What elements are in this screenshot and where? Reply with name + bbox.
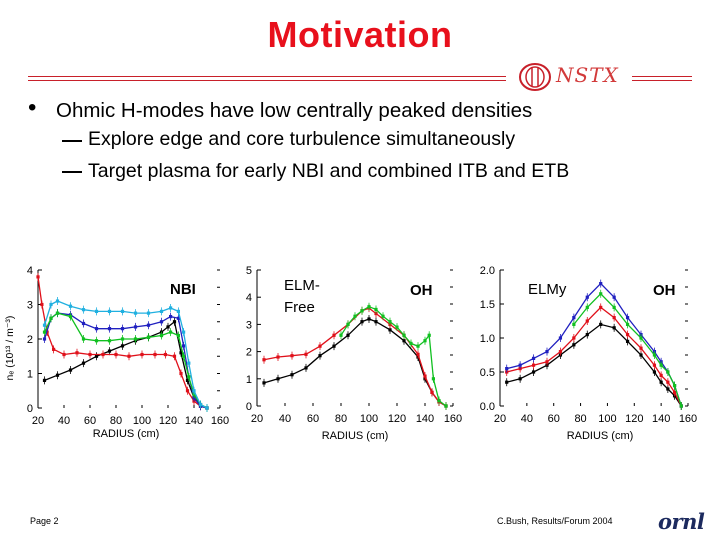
chart-1-annotation-nbi: NBI	[170, 281, 196, 298]
title-rule-right-2	[632, 80, 692, 81]
footer-credit: C.Bush, Results/Forum 2004	[497, 516, 613, 526]
series-line-black	[44, 320, 208, 409]
bullet-main: Ohmic H-modes have low centrally peaked …	[56, 99, 533, 122]
x-tick-label: 100	[133, 415, 151, 427]
chart-1: 0 1 2 3 4 20 40 60 80 100 120 140 160 nₑ (10¹³ / m⁻³…	[4, 265, 229, 440]
x-tick-label: 20	[251, 413, 263, 425]
x-tick-label: 80	[335, 413, 347, 425]
series-line-green	[573, 292, 682, 407]
ornl-logo: ornl	[658, 509, 705, 534]
x-tick-label: 120	[388, 413, 406, 425]
x-tick-label: 80	[110, 415, 122, 427]
y-tick-label: 0	[27, 403, 33, 415]
slide-title: Motivation	[267, 14, 453, 55]
chart-3-xlabel: RADIUS (cm)	[567, 430, 634, 442]
chart-1-xlabel: RADIUS (cm)	[93, 428, 160, 440]
x-tick-label: 20	[32, 415, 44, 427]
chart-3: 0.0 0.5 1.0 1.5 2.0 20 40 60 80 100 120 140 160 ELMy…	[480, 265, 697, 442]
chart-2-plot: 0 1 2 3 4 5 20 40 60 80 100 120 140 160	[246, 265, 462, 425]
chart-3-plot: 0.0 0.5 1.0 1.5 2.0 20 40 60 80 100 120 140 160	[480, 265, 697, 425]
bullet-dot-icon: •	[28, 94, 37, 121]
footer-page-number: Page 2	[30, 516, 59, 526]
series-line-green	[340, 305, 447, 407]
y-tick-label: 1	[27, 369, 33, 381]
dash-icon	[62, 171, 82, 173]
y-tick-label: 4	[27, 265, 33, 277]
y-tick-label: 4	[246, 292, 252, 304]
x-tick-label: 40	[521, 413, 533, 425]
chart-1-plot: 0 1 2 3 4 20 40 60 80 100 120 140 160	[27, 265, 229, 427]
x-tick-label: 20	[494, 413, 506, 425]
y-tick-label: 1.0	[480, 333, 495, 345]
nstx-logo-icon	[519, 63, 551, 91]
y-tick-label: 3	[27, 300, 33, 312]
x-tick-label: 100	[598, 413, 616, 425]
title-rule-right	[632, 76, 692, 77]
nstx-logo-text: NSTX	[556, 63, 619, 87]
chart-2-annotation-elm: ELM-	[284, 277, 320, 294]
x-tick-label: 160	[211, 415, 229, 427]
chart-2-annotation-oh: OH	[410, 282, 433, 299]
y-tick-label: 0.5	[480, 367, 495, 379]
chart-1-ylabel: nₑ (10¹³ / m⁻³)	[4, 316, 16, 381]
x-tick-label: 160	[679, 413, 697, 425]
y-tick-label: 1.5	[480, 299, 495, 311]
x-tick-label: 140	[416, 413, 434, 425]
title-rule-left	[28, 76, 506, 77]
y-tick-label: 2.0	[480, 265, 495, 277]
x-tick-label: 60	[548, 413, 560, 425]
x-tick-label: 140	[652, 413, 670, 425]
series-line-blue	[506, 282, 682, 407]
title-rule-left-2	[28, 80, 506, 81]
sub-bullet-2: Target plasma for early NBI and combined…	[88, 160, 570, 182]
dash-icon	[62, 140, 82, 142]
series-line-black	[506, 323, 682, 407]
x-tick-label: 100	[360, 413, 378, 425]
chart-3-annotation-oh: OH	[653, 282, 676, 299]
y-tick-label: 3	[246, 319, 252, 331]
y-tick-label: 2	[246, 347, 252, 359]
y-tick-label: 0	[246, 401, 252, 413]
x-tick-label: 80	[574, 413, 586, 425]
x-tick-label: 140	[185, 415, 203, 427]
series-line-black	[263, 318, 447, 407]
sub-bullet-1: Explore edge and core turbulence simulta…	[88, 128, 516, 150]
x-tick-label: 60	[84, 415, 96, 427]
x-tick-label: 120	[159, 415, 177, 427]
x-tick-label: 40	[58, 415, 70, 427]
x-tick-label: 40	[279, 413, 291, 425]
y-tick-label: 2	[27, 334, 33, 346]
chart-2-xlabel: RADIUS (cm)	[322, 430, 389, 442]
chart-2-annotation-free: Free	[284, 299, 315, 316]
chart-3-annotation-elmy: ELMy	[528, 281, 567, 298]
y-tick-label: 5	[246, 265, 252, 277]
x-tick-label: 120	[625, 413, 643, 425]
series-line-red	[506, 306, 682, 407]
x-tick-label: 60	[307, 413, 319, 425]
y-tick-label: 0.0	[480, 401, 495, 413]
series-line-cyan	[43, 300, 208, 409]
x-tick-label: 160	[444, 413, 462, 425]
series-line-green	[43, 312, 208, 409]
y-tick-label: 1	[246, 374, 252, 386]
